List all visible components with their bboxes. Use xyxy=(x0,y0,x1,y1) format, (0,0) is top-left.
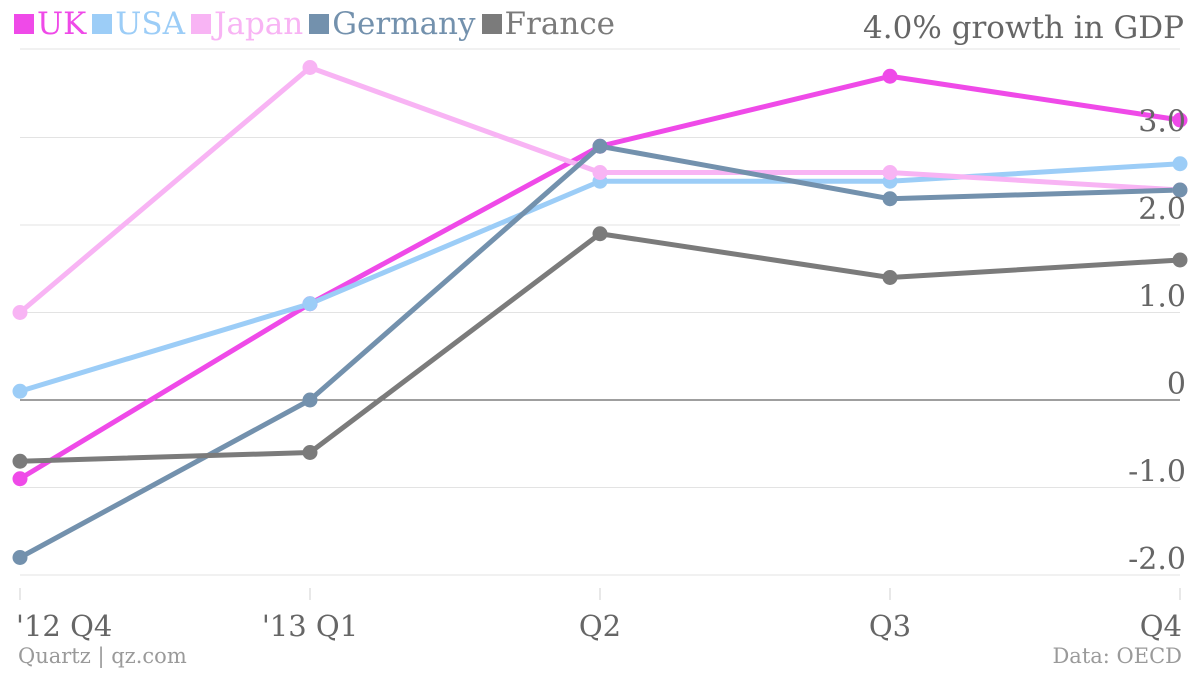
legend-item-usa: USA xyxy=(92,4,185,44)
data-point-japan xyxy=(592,165,608,180)
legend-label-uk: UK xyxy=(37,6,87,42)
x-axis-tick-labels: '12 Q4 '13 Q1 Q2 Q3 Q4 xyxy=(16,609,1182,643)
data-point-france xyxy=(302,445,318,460)
x-tick-label: '13 Q1 xyxy=(262,609,358,643)
series-line-germany xyxy=(17,143,1183,560)
legend-swatch-uk xyxy=(14,14,34,34)
data-point-germany xyxy=(1172,182,1188,198)
data-point-france xyxy=(882,270,898,285)
legend: UK USA Japan Germany France xyxy=(14,4,615,44)
legend-label-japan: Japan xyxy=(214,6,304,42)
y-tick-label: 3.0 xyxy=(1138,105,1186,140)
data-point-germany xyxy=(882,191,898,207)
data-point-france xyxy=(1172,252,1188,268)
data-point-usa xyxy=(12,383,28,399)
data-point-uk xyxy=(882,68,898,84)
x-tick-label: Q3 xyxy=(869,609,911,643)
y-tick-label: -2.0 xyxy=(1128,542,1186,577)
x-tick-label: '12 Q4 xyxy=(16,609,112,643)
series-lines xyxy=(12,60,1188,565)
legend-swatch-japan xyxy=(191,14,212,34)
legend-label-germany: Germany xyxy=(332,6,476,42)
y-tick-label: 2.0 xyxy=(1138,192,1186,227)
data-point-germany xyxy=(302,392,318,408)
legend-item-germany: Germany xyxy=(309,4,476,44)
series-line-usa xyxy=(17,161,1183,394)
legend-swatch-germany xyxy=(309,14,330,34)
x-tick-label: Q4 xyxy=(1140,609,1182,643)
data-point-usa xyxy=(302,296,318,312)
data-point-germany xyxy=(12,550,28,565)
legend-label-usa: USA xyxy=(115,6,186,42)
data-point-japan xyxy=(302,60,318,75)
data-point-france xyxy=(592,226,608,242)
y-axis-title: 4.0% growth in GDP xyxy=(863,10,1184,46)
series-line-france xyxy=(17,231,1183,464)
gridlines xyxy=(19,48,1181,600)
y-axis-tick-labels: 3.0 2.0 1.0 0 -1.0 -2.0 xyxy=(1128,105,1186,578)
data-point-france xyxy=(12,453,28,469)
legend-item-uk: UK xyxy=(14,4,86,44)
y-tick-label: -1.0 xyxy=(1128,455,1186,490)
data-point-japan xyxy=(882,165,898,180)
data-source: Data: OECD xyxy=(1052,644,1182,668)
legend-item-japan: Japan xyxy=(191,4,303,44)
legend-swatch-france xyxy=(481,14,502,34)
x-tick-label: Q2 xyxy=(579,609,621,643)
data-point-japan xyxy=(12,305,28,320)
data-point-usa xyxy=(1172,156,1188,172)
series-line-japan xyxy=(17,65,1183,315)
y-tick-label: 1.0 xyxy=(1138,280,1186,315)
data-point-uk xyxy=(12,471,28,487)
legend-label-france: France xyxy=(504,6,616,42)
legend-item-france: France xyxy=(481,4,616,44)
legend-swatch-usa xyxy=(92,14,113,34)
source-credit: Quartz | qz.com xyxy=(18,644,187,668)
series-line-uk xyxy=(17,73,1183,482)
y-tick-label: 0 xyxy=(1167,367,1186,402)
data-point-germany xyxy=(592,138,608,154)
data-point-uk xyxy=(1172,112,1188,128)
